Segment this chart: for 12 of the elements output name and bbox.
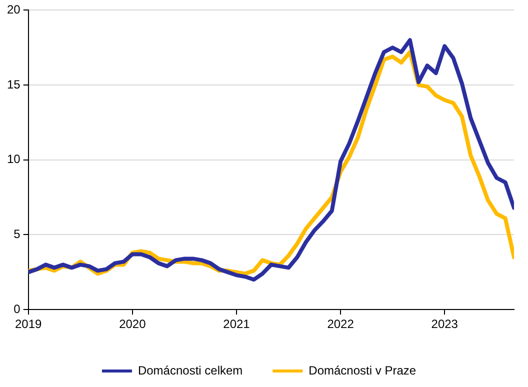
x-tick-label: 2023 bbox=[431, 317, 458, 332]
legend-label: Domácnosti v Praze bbox=[308, 363, 416, 378]
y-tick-label: 15 bbox=[6, 77, 21, 92]
y-tick-label: 5 bbox=[14, 227, 21, 242]
y-tick-label: 10 bbox=[6, 152, 21, 166]
x-tick-label: 2022 bbox=[327, 317, 354, 332]
x-tick-label: 2021 bbox=[223, 317, 250, 332]
y-tick-label: 0 bbox=[14, 302, 21, 316]
x-tick-label: 2020 bbox=[119, 317, 146, 332]
y-tick-label: 20 bbox=[6, 2, 21, 17]
legend-label: Domácnosti celkem bbox=[138, 363, 243, 378]
x-tick-label: 2019 bbox=[14, 317, 42, 332]
